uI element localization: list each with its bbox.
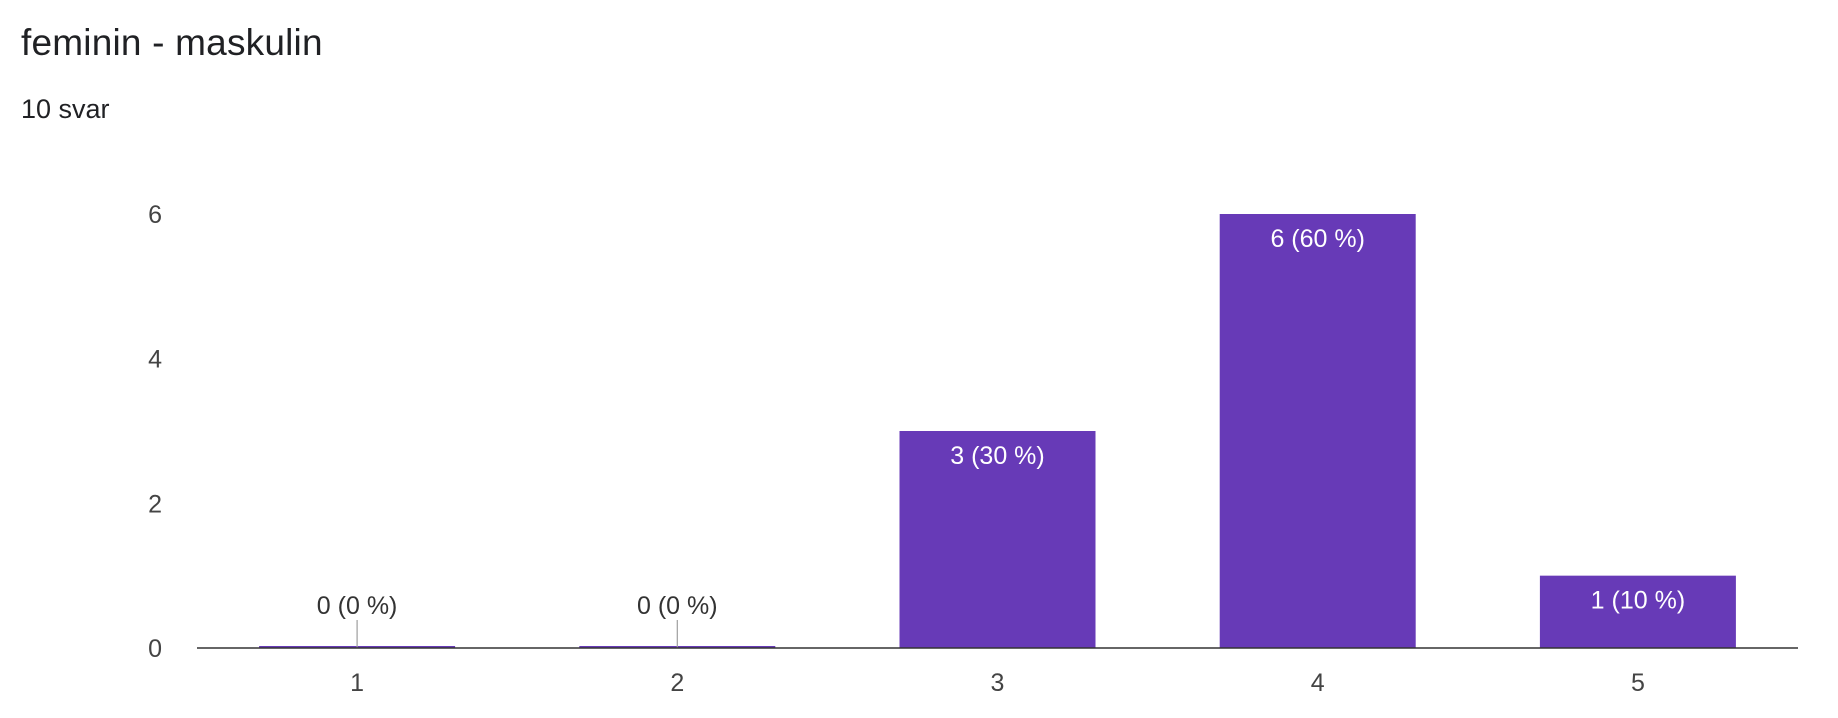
y-tick-label: 2	[148, 490, 162, 518]
y-tick-label: 6	[148, 201, 162, 229]
x-tick-label: 1	[350, 669, 364, 697]
x-tick-label: 3	[991, 669, 1005, 697]
bar	[899, 431, 1096, 648]
data-label: 1 (10 %)	[1591, 587, 1685, 615]
bar	[1539, 575, 1736, 648]
data-label: 0 (0 %)	[637, 592, 718, 620]
y-tick-label: 0	[148, 635, 162, 663]
y-tick-label: 4	[148, 346, 162, 374]
x-tick-label: 5	[1631, 669, 1645, 697]
bar	[1219, 214, 1416, 648]
x-tick-label: 4	[1311, 669, 1325, 697]
response-count: 10 svar	[21, 94, 110, 124]
data-label: 0 (0 %)	[317, 592, 398, 620]
chart-title: feminin - maskulin	[21, 22, 323, 63]
data-label: 6 (60 %)	[1270, 225, 1364, 253]
x-tick-label: 2	[670, 669, 684, 697]
data-label: 3 (30 %)	[950, 442, 1044, 470]
